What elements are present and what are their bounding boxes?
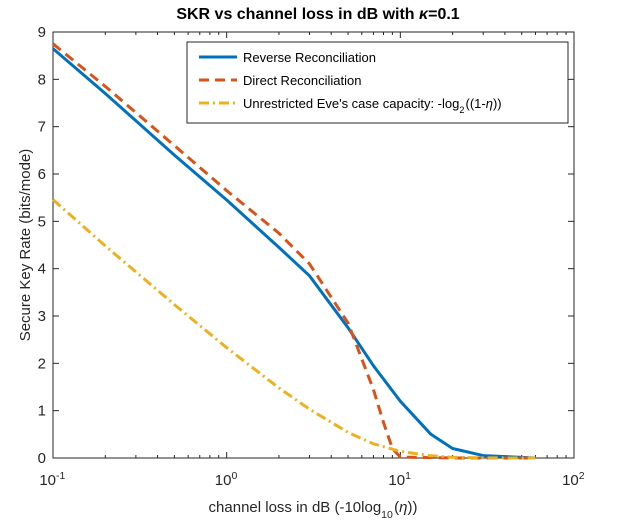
series-line-2 — [52, 42, 536, 460]
x-tick-label: 100 — [215, 470, 239, 489]
legend-label: Unrestricted Eve's case capacity: -log2 … — [243, 96, 502, 115]
legend: Reverse Reconciliation Direct Reconciliat… — [186, 41, 569, 124]
y-tick-label: 6 — [38, 166, 46, 183]
y-tick-label: 5 — [38, 213, 46, 230]
y-axis-label: Secure Key Rate (bits/mode) — [17, 149, 34, 342]
y-tick-label: 7 — [38, 119, 46, 136]
series-layer — [52, 42, 536, 460]
legend-box — [186, 41, 569, 124]
legend-label: Direct Reconciliation — [243, 73, 362, 88]
y-tick-label: 0 — [38, 450, 46, 467]
y-tick-label: 1 — [38, 403, 46, 420]
y-tick-label: 2 — [38, 355, 46, 372]
axis-ticks: 10-1 100 101 102 0 1 2 3 4 5 6 7 8 9 — [38, 24, 586, 489]
series-line-1 — [52, 47, 536, 460]
x-tick-label: 102 — [562, 470, 586, 489]
y-tick-label: 3 — [38, 308, 46, 325]
y-tick-label: 8 — [38, 71, 46, 88]
series-line-3 — [52, 198, 536, 460]
x-tick-label: 101 — [388, 470, 412, 489]
x-axis-label: channel loss in dB (-10log10 (η)) — [209, 499, 418, 521]
y-tick-label: 4 — [38, 261, 46, 278]
legend-label: Reverse Reconciliation — [243, 50, 376, 65]
y-tick-label: 9 — [38, 24, 46, 41]
chart-title: SKR vs channel loss in dB with κ=0.1 — [176, 6, 459, 23]
x-tick-label: 10-1 — [39, 470, 66, 489]
